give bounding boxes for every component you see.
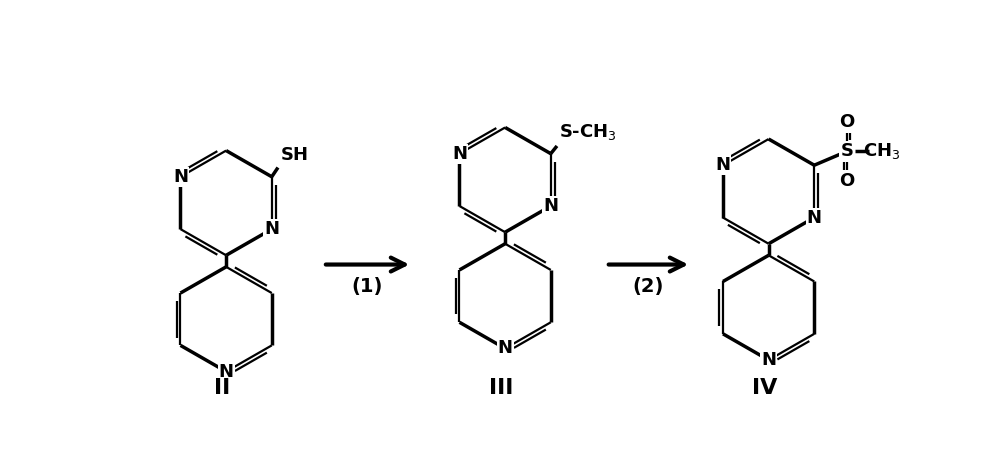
Text: N: N [543, 197, 558, 215]
Text: N: N [172, 168, 187, 186]
Text: III: III [489, 378, 513, 398]
Text: N: N [761, 351, 776, 369]
Text: N: N [218, 362, 233, 380]
Text: O: O [839, 113, 854, 131]
Text: O: O [839, 172, 854, 190]
Text: N: N [452, 144, 467, 163]
Text: S: S [840, 143, 853, 160]
Text: N: N [497, 339, 512, 357]
Text: (2): (2) [632, 277, 663, 295]
Text: II: II [213, 378, 230, 398]
Text: S-CH$_3$: S-CH$_3$ [558, 122, 616, 142]
Text: SH: SH [280, 146, 308, 164]
Text: (1): (1) [352, 277, 383, 295]
Text: CH$_3$: CH$_3$ [862, 141, 900, 161]
Text: N: N [714, 156, 729, 174]
Text: N: N [264, 220, 279, 238]
Text: N: N [806, 209, 821, 227]
Text: IV: IV [752, 378, 777, 398]
